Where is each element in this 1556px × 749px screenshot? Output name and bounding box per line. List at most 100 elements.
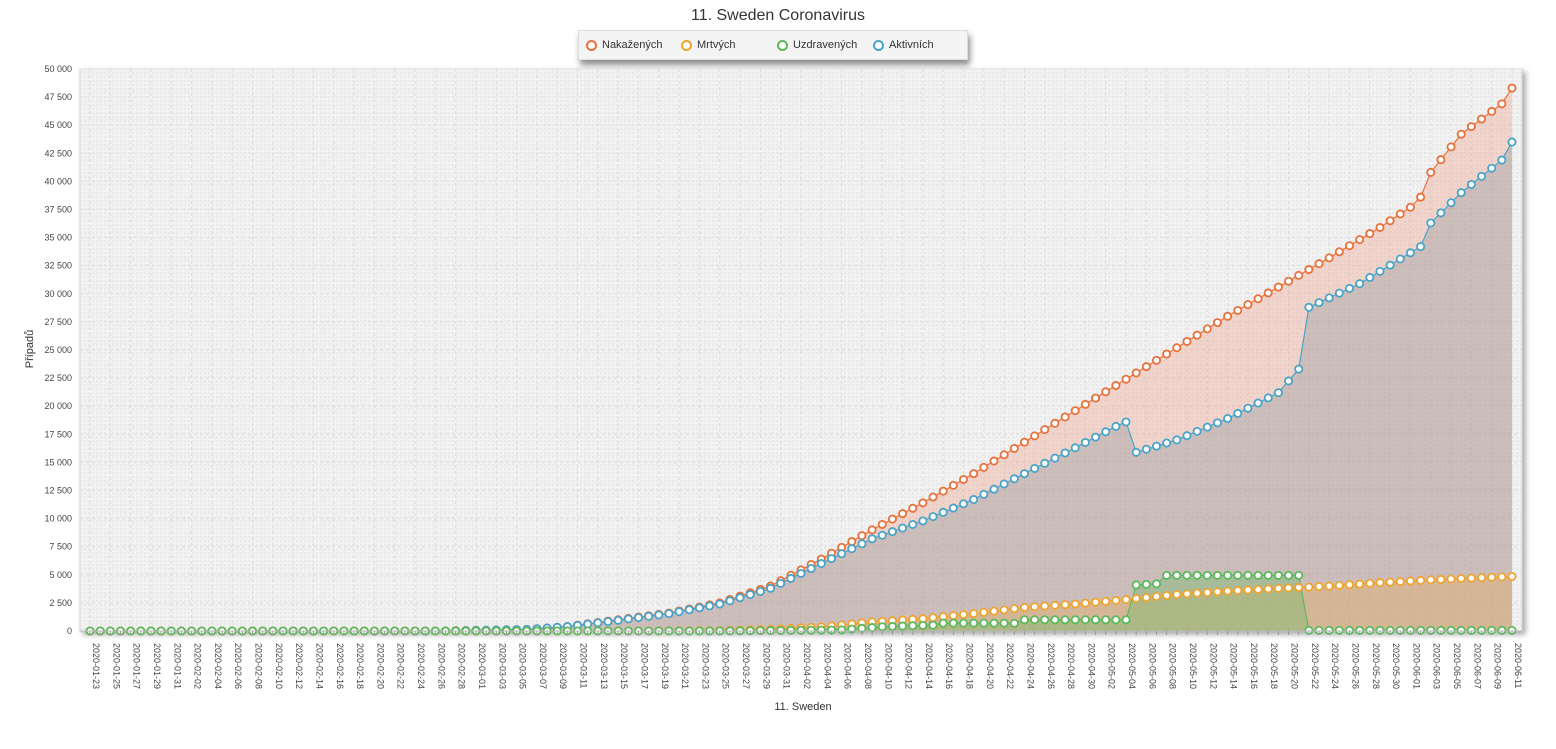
data-point [1019, 602, 1029, 612]
x-tick-label: 2020-02-08 [254, 643, 264, 689]
data-point [857, 539, 867, 549]
legend-item-deaths[interactable]: Mrtvých [681, 37, 736, 53]
y-axis: 0 2 500 5 000 7 500 10 000 12 500 15 000 17 500… [44, 64, 72, 636]
data-point [1223, 570, 1233, 580]
x-tick-label: 2020-03-11 [579, 643, 589, 688]
y-tick-label: 37 500 [44, 205, 72, 215]
data-point [989, 618, 999, 628]
data-point [1070, 615, 1080, 625]
x-tick-label: 2020-03-03 [497, 643, 507, 689]
data-point [1324, 293, 1334, 303]
data-point [969, 618, 979, 628]
x-tick-label: 2020-05-20 [1290, 643, 1300, 689]
legend-item-active[interactable]: Aktivních [873, 37, 934, 53]
x-tick-label: 2020-05-04 [1127, 643, 1137, 689]
data-point [1091, 432, 1101, 442]
data-point [1334, 247, 1344, 257]
data-point [786, 573, 796, 583]
data-point [938, 618, 948, 628]
data-point [857, 531, 867, 541]
y-tick-label: 2 500 [49, 598, 72, 608]
data-point [1477, 171, 1487, 181]
x-tick-label: 2020-04-12 [904, 643, 914, 689]
data-point [867, 534, 877, 544]
x-tick-label: 2020-02-22 [396, 643, 406, 689]
data-point [1355, 279, 1365, 289]
x-tick-label: 2020-02-26 [436, 643, 446, 689]
y-tick-label: 0 [67, 626, 72, 636]
data-point [1009, 474, 1019, 484]
legend-item-infected[interactable]: Nakažených [586, 37, 663, 53]
data-point [1182, 431, 1192, 441]
data-point [1162, 590, 1172, 600]
y-tick-label: 17 500 [44, 429, 72, 439]
data-point [1080, 598, 1090, 608]
x-tick-label: 2020-02-10 [274, 643, 284, 689]
data-point [999, 605, 1009, 615]
data-point [1141, 444, 1151, 454]
data-point [1375, 222, 1385, 232]
data-point [1395, 577, 1405, 587]
series-area [90, 142, 1512, 631]
data-point [1416, 192, 1426, 202]
data-point [1294, 582, 1304, 592]
data-point [1141, 579, 1151, 589]
data-point [959, 499, 969, 509]
data-point [715, 599, 725, 609]
x-tick-label: 2020-03-17 [639, 643, 649, 689]
data-point [1334, 580, 1344, 590]
series-area [90, 575, 1512, 631]
data-point [898, 509, 908, 519]
data-point [969, 469, 979, 479]
data-point [1426, 167, 1436, 177]
data-point [1101, 615, 1111, 625]
data-point [644, 611, 654, 621]
data-point [969, 494, 979, 504]
x-tick-label: 2020-05-02 [1107, 643, 1117, 689]
data-point [1426, 575, 1436, 585]
data-point [705, 601, 715, 611]
data-point [1507, 137, 1517, 147]
data-point [1243, 403, 1253, 413]
data-point [1152, 591, 1162, 601]
data-point [1223, 586, 1233, 596]
data-point [623, 614, 633, 624]
data-point [989, 456, 999, 466]
y-tick-label: 5 000 [49, 570, 72, 580]
data-point [979, 462, 989, 472]
data-point [1477, 573, 1487, 583]
y-axis-label: Případů [24, 330, 36, 369]
x-tick-label: 2020-03-25 [721, 643, 731, 689]
x-tick-label: 2020-05-06 [1147, 643, 1157, 689]
data-point [837, 549, 847, 559]
x-tick-label: 2020-02-16 [335, 643, 345, 689]
data-point [1405, 202, 1415, 212]
data-point [1253, 570, 1263, 580]
data-point [1344, 283, 1354, 293]
data-point [1121, 615, 1131, 625]
data-point [1243, 585, 1253, 595]
data-point [1477, 114, 1487, 124]
data-point [1466, 179, 1476, 189]
x-tick-label: 2020-05-30 [1391, 643, 1401, 689]
data-point [1192, 330, 1202, 340]
data-point [1487, 163, 1497, 173]
data-point [1324, 253, 1334, 263]
data-point [1487, 106, 1497, 116]
legend-item-recovered[interactable]: Uzdravených [777, 37, 857, 53]
data-point [1121, 374, 1131, 384]
y-tick-label: 7 500 [49, 542, 72, 552]
data-point [1507, 83, 1517, 93]
x-tick-label: 2020-04-16 [944, 643, 954, 689]
x-tick-label: 2020-02-24 [416, 643, 426, 689]
x-tick-label: 2020-02-02 [193, 643, 203, 689]
data-point [1284, 570, 1294, 580]
data-point [1344, 580, 1354, 590]
data-point [1223, 311, 1233, 321]
data-point [1294, 364, 1304, 374]
data-point [1365, 229, 1375, 239]
data-point [1284, 583, 1294, 593]
data-point [918, 620, 928, 630]
x-axis-label: 11. Sweden [774, 701, 831, 713]
data-point [989, 606, 999, 616]
